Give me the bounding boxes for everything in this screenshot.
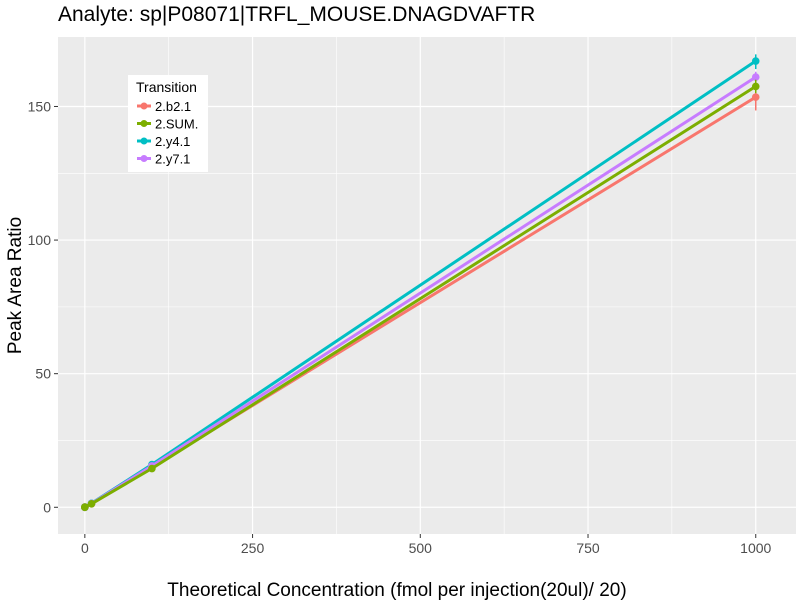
y-axis: 0 50 100 150 <box>28 98 58 515</box>
series-layer <box>81 54 760 512</box>
legend-key-point <box>140 137 148 145</box>
series-2.SUM. <box>81 79 760 512</box>
legend-label: 2.b2.1 <box>155 99 191 114</box>
x-axis-title: Theoretical Concentration (fmol per inje… <box>167 580 626 600</box>
data-point <box>87 500 96 508</box>
legend-key-point <box>140 155 148 162</box>
x-axis: 0 250 500 750 1000 <box>81 534 772 556</box>
x-tick-label: 1000 <box>740 540 771 556</box>
data-point <box>751 93 760 101</box>
data-point <box>751 73 760 81</box>
legend-key-point <box>140 102 148 110</box>
legend: Transition 2.b2.1 2.SUM. 2.y4.1 2.y7.1 <box>128 75 208 172</box>
legend-label: 2.SUM. <box>155 117 198 132</box>
legend-key-point <box>140 120 148 127</box>
y-axis-title: Peak Area Ratio <box>5 217 26 354</box>
legend-title: Transition <box>136 79 197 95</box>
legend-label: 2.y4.1 <box>155 134 190 149</box>
y-tick-label: 50 <box>35 366 51 382</box>
legend-items: 2.b2.1 2.SUM. 2.y4.1 2.y7.1 <box>137 99 198 167</box>
chart-title: Analyte: sp|P08071|TRFL_MOUSE.DNAGDVAFTR <box>58 3 535 26</box>
data-point <box>81 503 89 511</box>
y-tick-label: 100 <box>28 232 52 248</box>
y-tick-label: 150 <box>28 98 52 114</box>
data-point <box>751 57 760 65</box>
data-point <box>148 464 156 473</box>
x-tick-label: 750 <box>576 540 600 556</box>
x-tick-label: 0 <box>81 540 89 556</box>
x-tick-label: 500 <box>409 540 433 556</box>
x-tick-label: 250 <box>241 540 265 556</box>
legend-label: 2.y7.1 <box>155 152 190 167</box>
data-point <box>751 82 760 91</box>
y-tick-label: 0 <box>43 499 51 515</box>
